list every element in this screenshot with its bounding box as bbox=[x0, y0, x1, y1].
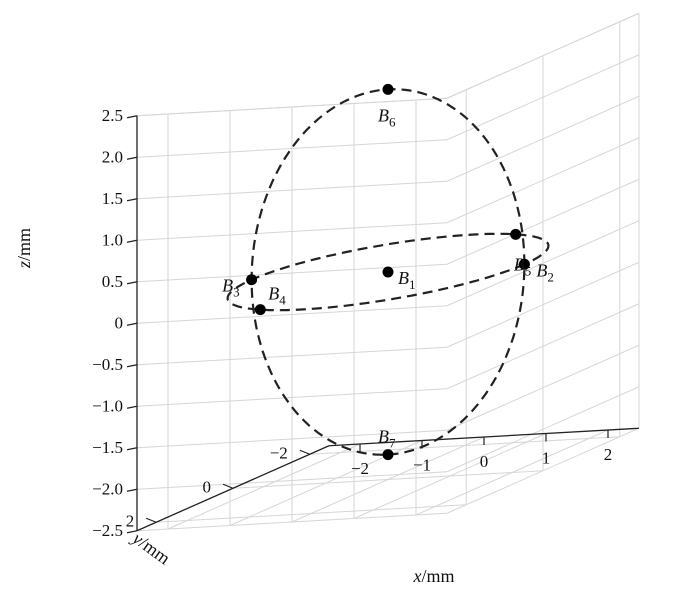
y-tick bbox=[222, 483, 234, 489]
x-tick-label: −2 bbox=[351, 459, 369, 478]
z-tick-label: −2.5 bbox=[92, 521, 123, 540]
point-B4 bbox=[254, 304, 266, 316]
point-label-B2: B2 bbox=[536, 260, 554, 284]
x-axis-title: x/mm bbox=[412, 566, 454, 586]
point-B7 bbox=[382, 449, 394, 461]
x-tick-label: 0 bbox=[480, 452, 489, 471]
gridline bbox=[309, 436, 620, 455]
y-tick-label: −2 bbox=[270, 443, 288, 462]
labels: B1 B2 B3 B4 B5 B6 B7 bbox=[222, 105, 554, 450]
point-B1 bbox=[382, 266, 394, 278]
z-tick-label: −2.0 bbox=[92, 479, 123, 498]
z-tick bbox=[126, 405, 138, 409]
z-tick-label: 2.5 bbox=[102, 106, 123, 125]
y-tick-label: 0 bbox=[203, 477, 212, 496]
z-tick-label: −0.5 bbox=[92, 355, 123, 374]
x-tick-label: 1 bbox=[542, 449, 551, 468]
z-tick bbox=[126, 156, 138, 160]
z-tick bbox=[126, 530, 138, 534]
point-B3 bbox=[246, 274, 258, 286]
gridline bbox=[232, 470, 544, 489]
gridline bbox=[446, 12, 640, 99]
y-axis-title: y/mm bbox=[127, 527, 174, 568]
point-label-B1: B1 bbox=[398, 268, 416, 292]
y-tick bbox=[299, 449, 311, 455]
gridline bbox=[156, 504, 467, 523]
point-label-B7: B7 bbox=[378, 427, 396, 451]
z-tick-label: 2.0 bbox=[102, 147, 123, 166]
point-B2 bbox=[518, 258, 530, 270]
z-tick-label: 0 bbox=[115, 313, 124, 332]
z-tick-label: −1.0 bbox=[92, 396, 123, 415]
grid bbox=[136, 12, 640, 532]
z-tick-label: −1.5 bbox=[92, 438, 123, 457]
y-tick bbox=[145, 517, 157, 523]
point-label-B3: B3 bbox=[222, 276, 240, 300]
x-tick-label: −1 bbox=[413, 456, 431, 475]
point-B5 bbox=[510, 228, 522, 240]
point-label-B4: B4 bbox=[268, 284, 286, 308]
point-B6 bbox=[382, 83, 394, 95]
z-axis-title: z/mm bbox=[14, 228, 34, 269]
z-tick bbox=[126, 364, 138, 368]
point-label-B6: B6 bbox=[378, 105, 396, 129]
z-tick-label: 1.0 bbox=[102, 230, 123, 249]
z-tick bbox=[126, 488, 138, 492]
y-tick-label: 2 bbox=[126, 511, 135, 530]
z-tick-label: 1.5 bbox=[102, 189, 123, 208]
x-tick-label: 2 bbox=[604, 445, 613, 464]
z-tick bbox=[126, 322, 138, 326]
z-tick bbox=[126, 281, 138, 285]
gridline bbox=[136, 97, 448, 117]
z-tick bbox=[126, 198, 138, 202]
z-tick bbox=[126, 115, 138, 119]
points bbox=[246, 83, 530, 461]
z-tick bbox=[126, 447, 138, 451]
z-tick-label: 0.5 bbox=[102, 272, 123, 291]
point-label-B5: B5 bbox=[514, 254, 532, 278]
axes: 2.5 2.0 1.5 1.0 0.5 0 −0.5 −1.0 −1.5 −2.0 −2.5 −2 −1… bbox=[14, 106, 640, 586]
z-tick bbox=[126, 239, 138, 243]
